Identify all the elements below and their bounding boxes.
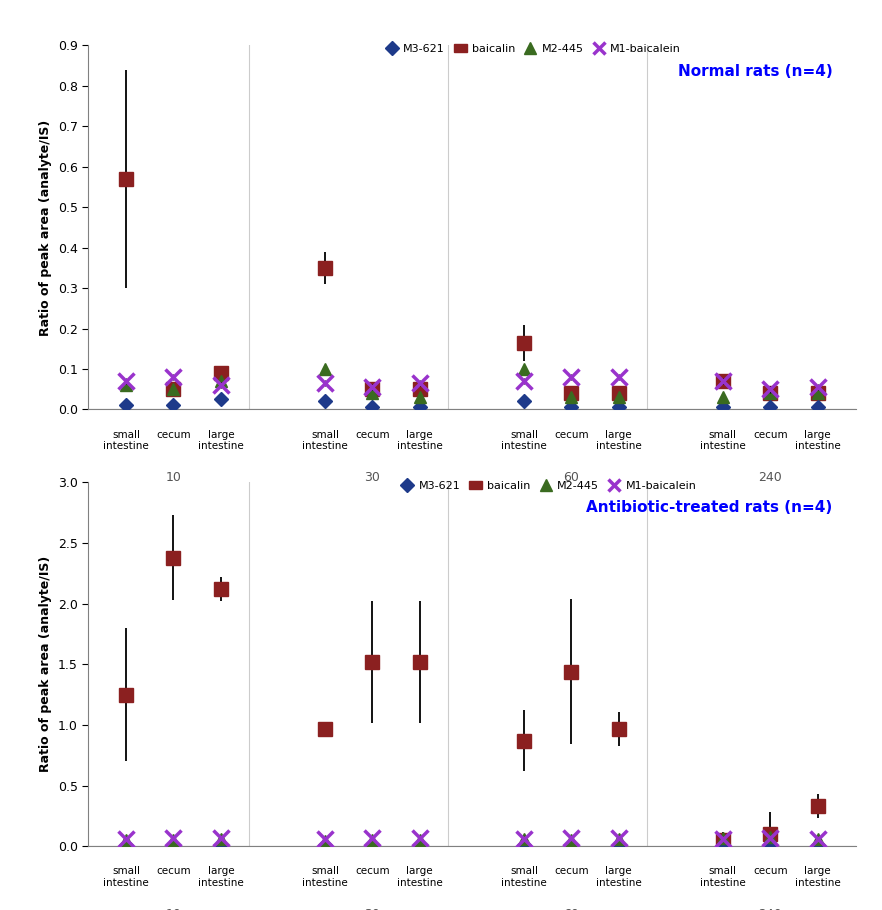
Text: cecum: cecum bbox=[355, 430, 390, 440]
Text: cecum: cecum bbox=[355, 866, 390, 876]
Text: small
intestine: small intestine bbox=[501, 866, 547, 888]
Text: small
intestine: small intestine bbox=[700, 430, 746, 451]
Text: small
intestine: small intestine bbox=[303, 430, 348, 451]
Text: small
intestine: small intestine bbox=[501, 430, 547, 451]
Text: large
intestine: large intestine bbox=[397, 866, 443, 888]
Text: small
intestine: small intestine bbox=[103, 430, 149, 451]
Text: large
intestine: large intestine bbox=[596, 866, 641, 888]
Text: 10: 10 bbox=[166, 471, 182, 484]
Legend: M3-621, baicalin, M2-445, M1-baicalein: M3-621, baicalin, M2-445, M1-baicalein bbox=[385, 44, 681, 54]
Text: cecum: cecum bbox=[554, 866, 588, 876]
Text: large
intestine: large intestine bbox=[795, 866, 841, 888]
Y-axis label: Ratio of peak area (analyte/IS): Ratio of peak area (analyte/IS) bbox=[39, 556, 52, 773]
Text: large
intestine: large intestine bbox=[397, 430, 443, 451]
Text: large
intestine: large intestine bbox=[795, 430, 841, 451]
Text: cecum: cecum bbox=[554, 430, 588, 440]
Text: large
intestine: large intestine bbox=[198, 866, 243, 888]
Text: cecum: cecum bbox=[156, 430, 191, 440]
Text: small
intestine: small intestine bbox=[700, 866, 746, 888]
Text: 60: 60 bbox=[564, 471, 579, 484]
Text: 240: 240 bbox=[759, 908, 782, 910]
Text: 30: 30 bbox=[364, 908, 380, 910]
Text: cecum: cecum bbox=[753, 430, 788, 440]
Text: 30: 30 bbox=[364, 471, 380, 484]
Y-axis label: Ratio of peak area (analyte/IS): Ratio of peak area (analyte/IS) bbox=[39, 119, 52, 336]
Text: cecum: cecum bbox=[156, 866, 191, 876]
Text: large
intestine: large intestine bbox=[596, 430, 641, 451]
Text: 10: 10 bbox=[166, 908, 182, 910]
Text: Time (min): Time (min) bbox=[430, 501, 514, 514]
Text: large
intestine: large intestine bbox=[198, 430, 243, 451]
Legend: M3-621, baicalin, M2-445, M1-baicalein: M3-621, baicalin, M2-445, M1-baicalein bbox=[400, 480, 697, 490]
Text: Normal rats (n=4): Normal rats (n=4) bbox=[677, 64, 833, 78]
Text: 240: 240 bbox=[759, 471, 782, 484]
Text: cecum: cecum bbox=[753, 866, 788, 876]
Text: Antibiotic-treated rats (n=4): Antibiotic-treated rats (n=4) bbox=[587, 501, 833, 515]
Text: small
intestine: small intestine bbox=[103, 866, 149, 888]
Text: 60: 60 bbox=[564, 908, 579, 910]
Text: small
intestine: small intestine bbox=[303, 866, 348, 888]
